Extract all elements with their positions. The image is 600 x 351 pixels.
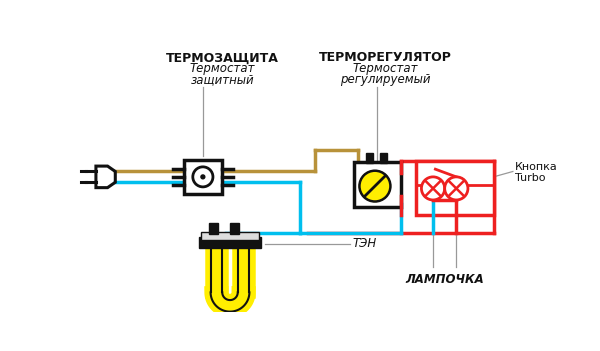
Bar xyxy=(230,223,239,234)
Bar xyxy=(416,161,493,216)
Bar xyxy=(354,162,401,207)
Circle shape xyxy=(201,175,205,179)
Text: ЛАМПОЧКА: ЛАМПОЧКА xyxy=(406,273,484,286)
Text: Термостат: Термостат xyxy=(352,62,418,75)
Text: Turbo: Turbo xyxy=(515,173,546,183)
Text: защитный: защитный xyxy=(190,73,254,86)
Text: ТЕРМОЗАЩИТА: ТЕРМОЗАЩИТА xyxy=(166,51,278,64)
Bar xyxy=(209,223,218,234)
Bar xyxy=(202,232,259,240)
Text: Кнопка: Кнопка xyxy=(515,162,558,172)
Circle shape xyxy=(445,177,468,200)
Text: ТЭН: ТЭН xyxy=(352,237,377,250)
Text: Термостат: Термостат xyxy=(190,62,255,75)
Bar xyxy=(365,153,373,163)
Bar xyxy=(184,160,222,194)
Circle shape xyxy=(421,177,445,200)
Bar xyxy=(199,237,261,248)
Text: ТЕРМОРЕГУЛЯТОР: ТЕРМОРЕГУЛЯТОР xyxy=(319,51,451,64)
Circle shape xyxy=(359,171,391,201)
Text: регулируемый: регулируемый xyxy=(340,73,430,86)
Bar xyxy=(380,153,388,163)
